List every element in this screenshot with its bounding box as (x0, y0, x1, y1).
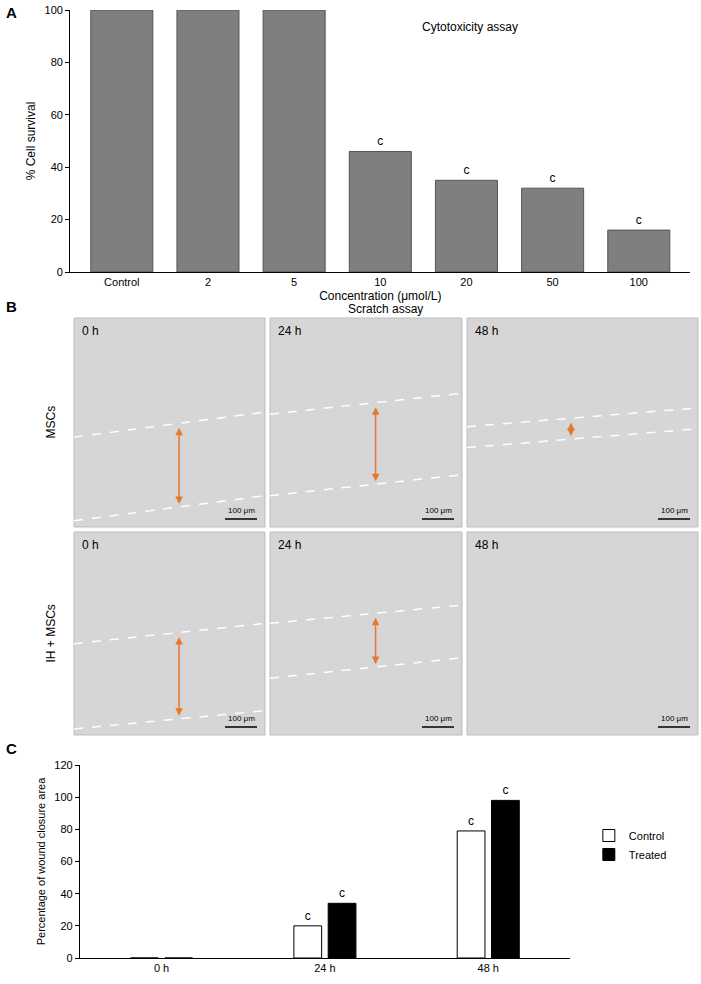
svg-text:0: 0 (57, 266, 63, 278)
svg-text:20: 20 (51, 213, 63, 225)
svg-text:Percentage of wound closure ar: Percentage of wound closure area (35, 777, 47, 945)
svg-text:100 μm: 100 μm (228, 506, 255, 515)
svg-text:Concentration (μmol/L): Concentration (μmol/L) (319, 289, 441, 303)
svg-text:Treated: Treated (629, 849, 667, 861)
svg-text:0 h: 0 h (82, 538, 99, 552)
svg-text:5: 5 (291, 276, 297, 288)
svg-text:Cytotoxicity assay: Cytotoxicity assay (422, 20, 518, 34)
svg-text:20: 20 (60, 920, 72, 932)
svg-text:c: c (468, 814, 474, 828)
svg-text:B: B (6, 298, 17, 315)
svg-text:A: A (6, 4, 17, 21)
svg-text:Control: Control (104, 276, 139, 288)
svg-text:IH + MSCs: IH + MSCs (44, 604, 58, 662)
svg-text:% Cell survival: % Cell survival (24, 102, 38, 181)
svg-text:0 h: 0 h (82, 324, 99, 338)
svg-text:20: 20 (460, 276, 472, 288)
svg-text:100: 100 (54, 791, 72, 803)
svg-text:MSCs: MSCs (44, 406, 58, 439)
svg-text:80: 80 (60, 823, 72, 835)
svg-text:0 h: 0 h (154, 962, 169, 974)
svg-text:40: 40 (51, 161, 63, 173)
svg-text:80: 80 (51, 56, 63, 68)
svg-text:24 h: 24 h (278, 324, 301, 338)
svg-text:100 μm: 100 μm (228, 714, 255, 723)
svg-text:100 μm: 100 μm (425, 506, 452, 515)
svg-text:48 h: 48 h (478, 962, 499, 974)
svg-text:c: c (550, 171, 556, 185)
svg-text:0: 0 (67, 952, 73, 964)
svg-text:60: 60 (51, 109, 63, 121)
svg-text:C: C (6, 740, 17, 757)
svg-text:100: 100 (630, 276, 648, 288)
svg-text:10: 10 (374, 276, 386, 288)
svg-text:2: 2 (205, 276, 211, 288)
svg-text:40: 40 (60, 888, 72, 900)
svg-text:Control: Control (629, 830, 664, 842)
svg-text:c: c (502, 783, 508, 797)
svg-text:48 h: 48 h (475, 538, 498, 552)
svg-text:c: c (377, 134, 383, 148)
svg-text:100 μm: 100 μm (425, 714, 452, 723)
svg-text:50: 50 (546, 276, 558, 288)
svg-text:Scratch assay: Scratch assay (348, 302, 423, 316)
svg-text:24 h: 24 h (278, 538, 301, 552)
svg-text:c: c (463, 163, 469, 177)
svg-text:60: 60 (60, 855, 72, 867)
svg-text:120: 120 (54, 759, 72, 771)
svg-text:c: c (636, 213, 642, 227)
svg-text:100: 100 (45, 4, 63, 16)
svg-text:100 μm: 100 μm (661, 506, 688, 515)
svg-text:c: c (305, 909, 311, 923)
svg-text:24 h: 24 h (314, 962, 335, 974)
svg-text:100 μm: 100 μm (661, 714, 688, 723)
svg-text:c: c (339, 886, 345, 900)
svg-text:48 h: 48 h (475, 324, 498, 338)
